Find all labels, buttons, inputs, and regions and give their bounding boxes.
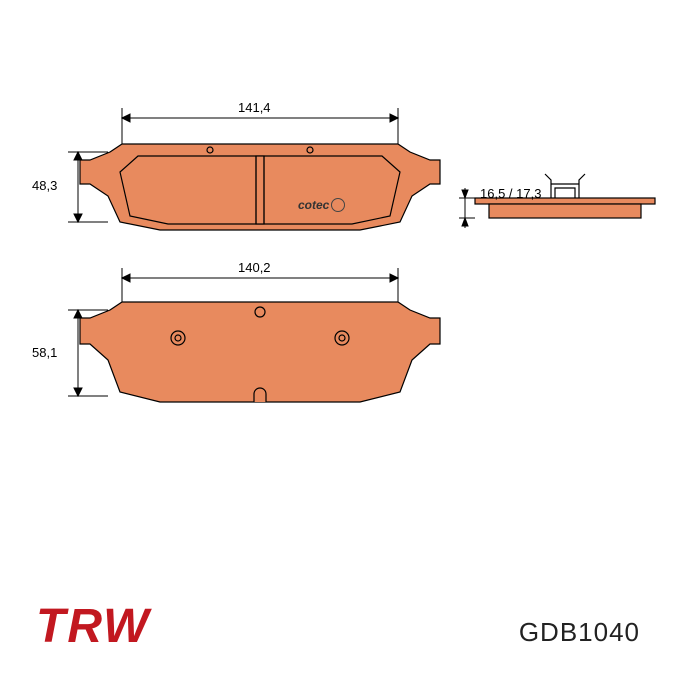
cotec-text: cotec xyxy=(298,198,329,212)
bottom-pad-drawing xyxy=(60,260,460,430)
top-pad-height-label: 48,3 xyxy=(32,178,57,193)
brand-logo: TRW xyxy=(36,599,150,654)
side-view-thickness-label: 16,5 / 17,3 xyxy=(480,186,541,201)
bottom-pad-height-label: 58,1 xyxy=(32,345,57,360)
cotec-swirl-icon xyxy=(331,198,345,212)
diagram-canvas: 141,4 48,3 cotec xyxy=(0,0,700,700)
top-pad-width-label: 141,4 xyxy=(238,100,271,115)
top-pad-drawing xyxy=(60,100,460,260)
cotec-logo: cotec xyxy=(298,198,345,212)
part-code: GDB1040 xyxy=(519,617,640,648)
bottom-pad-width-label: 140,2 xyxy=(238,260,271,275)
